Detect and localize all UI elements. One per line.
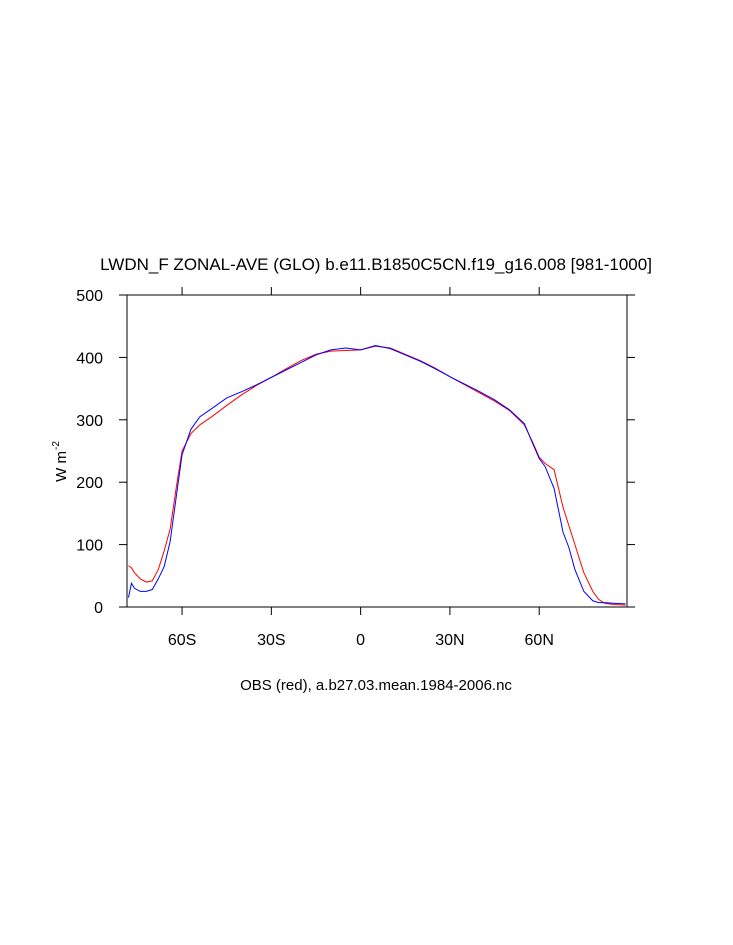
x-tick-label: 60N <box>525 632 554 649</box>
y-tick-label: 100 <box>76 538 103 555</box>
data-line <box>128 345 626 605</box>
y-tick-label: 300 <box>76 413 103 430</box>
y-tick-label: 200 <box>76 475 103 492</box>
y-axis-label-superscript: -2 <box>51 441 62 450</box>
x-tick-label: 30N <box>435 632 464 649</box>
x-tick-label: 60S <box>168 632 196 649</box>
x-tick-label: 30S <box>257 632 285 649</box>
y-axis-label-group: W m -2 <box>51 441 70 482</box>
plot-frame <box>126 294 628 608</box>
y-tick-label: 400 <box>76 350 103 367</box>
y-axis-label: W m <box>53 451 70 482</box>
chart-title: LWDN_F ZONAL-AVE (GLO) b.e11.B1850C5CN.f… <box>100 255 652 274</box>
x-tick-label: 0 <box>356 632 365 649</box>
x-axis-label: OBS (red), a.b27.03.mean.1984-2006.nc <box>240 677 512 694</box>
y-tick-label: 500 <box>76 288 103 305</box>
y-tick-label: 0 <box>94 600 103 617</box>
